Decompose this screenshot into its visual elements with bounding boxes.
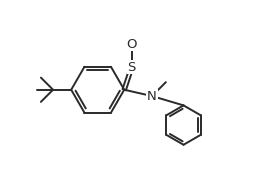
- Text: S: S: [127, 61, 136, 74]
- Text: O: O: [126, 38, 137, 51]
- Text: N: N: [147, 90, 157, 102]
